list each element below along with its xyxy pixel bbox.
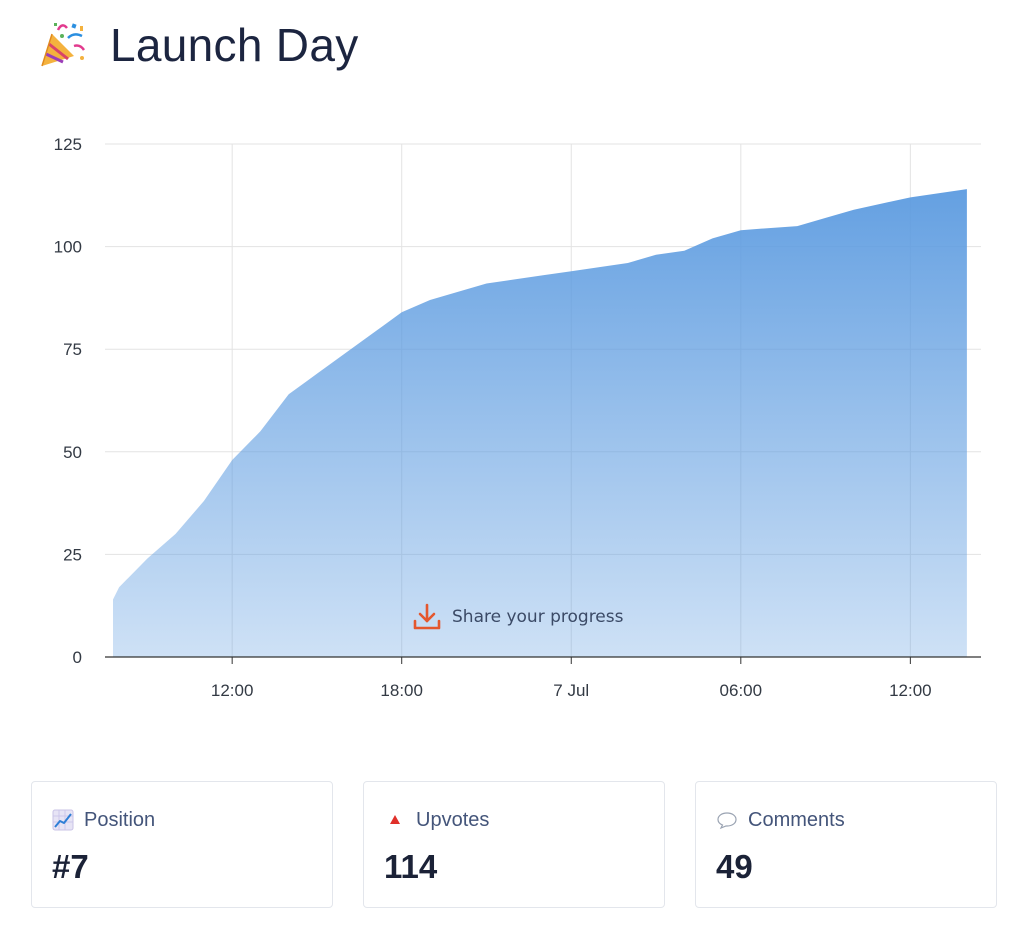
x-tick-label: 18:00 xyxy=(380,681,423,700)
comments-label: Comments xyxy=(748,808,845,831)
chart-area-layer xyxy=(113,189,967,657)
y-tick-label: 75 xyxy=(63,340,82,359)
x-tick-label: 12:00 xyxy=(889,681,932,700)
share-progress-button[interactable]: Share your progress xyxy=(412,602,623,632)
upvotes-area-series xyxy=(113,189,967,657)
position-label: Position xyxy=(84,808,156,831)
party-popper-icon xyxy=(41,23,86,67)
stat-card-upvotes: Upvotes 114 xyxy=(363,781,665,908)
y-tick-label: 50 xyxy=(63,443,82,462)
y-tick-label: 100 xyxy=(54,238,82,257)
chart-increasing-icon xyxy=(52,809,74,831)
download-icon xyxy=(413,603,441,630)
x-tick-label: 06:00 xyxy=(720,681,763,700)
speech-bubble-icon xyxy=(717,812,737,830)
upvotes-label: Upvotes xyxy=(416,808,490,831)
launch-progress-chart: 0 25 50 75 100 125 12:00 18:00 7 Jul 06:00 12:00 xyxy=(0,110,1024,720)
stats-cards: Position #7 Upvotes 114 Comments 49 xyxy=(31,781,997,908)
x-tick-label: 7 Jul xyxy=(553,681,589,700)
position-value: #7 xyxy=(52,848,89,885)
y-tick-label: 125 xyxy=(54,135,82,154)
stat-card-comments: Comments 49 xyxy=(695,781,997,908)
page-title: Launch Day xyxy=(110,19,359,71)
stat-card-position: Position #7 xyxy=(31,781,333,908)
page-header: Launch Day xyxy=(38,18,359,72)
comments-value: 49 xyxy=(716,848,753,885)
chart-svg: 0 25 50 75 100 125 12:00 18:00 7 Jul 06:00 12:00 xyxy=(54,135,981,700)
y-tick-label: 0 xyxy=(73,648,82,667)
upvote-triangle-icon xyxy=(390,815,400,824)
x-tick-label: 12:00 xyxy=(211,681,254,700)
chart-axes: 0 25 50 75 100 125 12:00 18:00 7 Jul 06:00 12:00 xyxy=(54,135,981,700)
share-progress-label: Share your progress xyxy=(452,607,624,627)
y-tick-label: 25 xyxy=(63,545,82,564)
upvotes-value: 114 xyxy=(384,848,438,885)
